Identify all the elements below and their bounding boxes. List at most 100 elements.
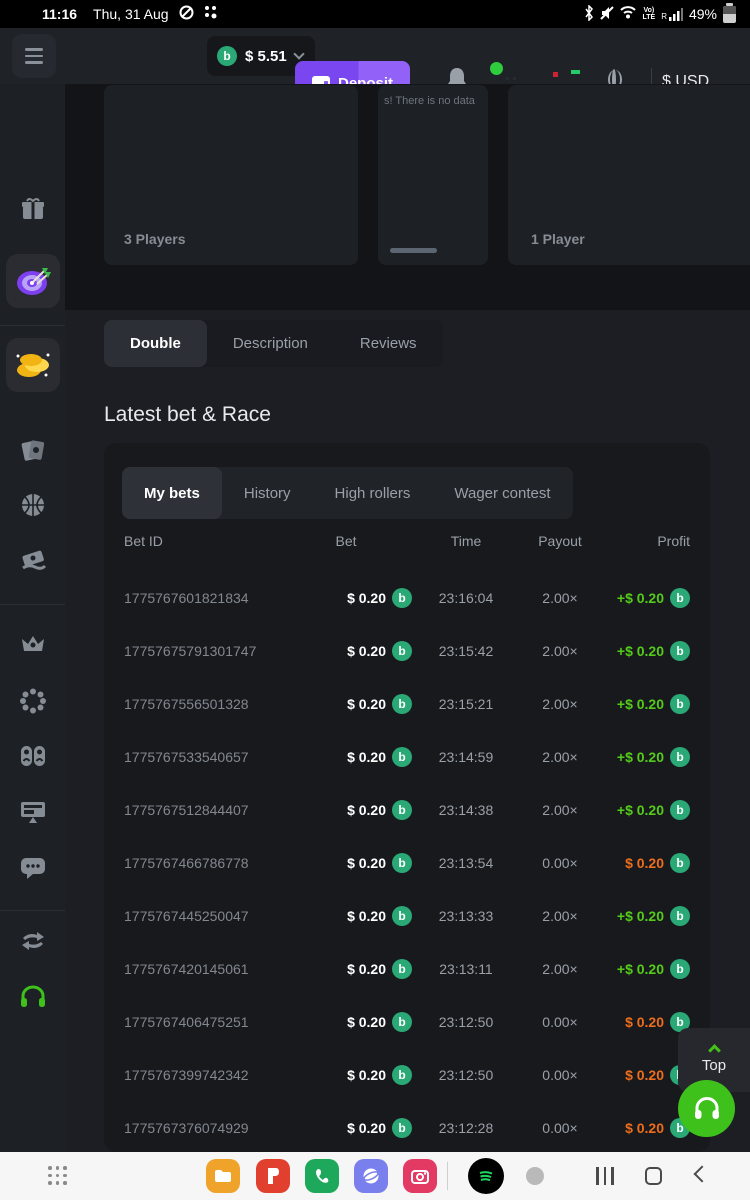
- game-card-middle[interactable]: s! There is no data: [378, 85, 488, 265]
- menu-button[interactable]: [12, 34, 56, 78]
- col-payout: Payout: [538, 533, 582, 549]
- tab-high-rollers[interactable]: High rollers: [334, 484, 411, 502]
- sidebar-item-bonus[interactable]: [0, 688, 65, 714]
- status-bar: 11:16 Thu, 31 Aug Vo) LTE R 49%: [0, 0, 750, 28]
- status-time: 11:16: [42, 6, 78, 22]
- app-misc-icon[interactable]: [526, 1167, 544, 1185]
- bet-time: 23:12:50: [438, 1013, 494, 1030]
- table-row[interactable]: 1775767399742342 $ 0.20 b 23:12:50 0.00× $ 0.…: [104, 1048, 710, 1101]
- coin-icon: b: [392, 905, 412, 926]
- scrollbar-thumb[interactable]: [390, 248, 437, 253]
- app-drawer-button[interactable]: [48, 1166, 68, 1186]
- col-bet: Bet: [335, 533, 357, 549]
- bet-amount: $ 0.20: [347, 1066, 386, 1083]
- coin-icon: b: [670, 640, 690, 661]
- table-row[interactable]: 17757675791301747 $ 0.20 b 23:15:42 2.00× +$ …: [104, 624, 710, 677]
- bet-profit-cell: +$ 0.20 b: [600, 958, 690, 979]
- coin-icon: b: [392, 958, 412, 979]
- table-row[interactable]: 1775767601821834 $ 0.20 b 23:16:04 2.00× +$ 0…: [104, 571, 710, 624]
- nav-back-button[interactable]: [693, 1165, 711, 1183]
- app-header: b $ 5.51 Deposit $ USD: [0, 28, 750, 105]
- sidebar-item-support[interactable]: [0, 984, 65, 1010]
- bet-time: 23:14:59: [438, 748, 494, 765]
- sidebar-item-lottery[interactable]: [0, 548, 65, 574]
- app-spotify-icon[interactable]: [468, 1158, 504, 1194]
- sidebar-item-casino[interactable]: [0, 436, 65, 464]
- coin-icon: b: [392, 799, 412, 820]
- table-row[interactable]: 1775767420145061 $ 0.20 b 23:13:11 2.00× +$ 0…: [104, 942, 710, 995]
- tab-wager-contest[interactable]: Wager contest: [454, 484, 551, 502]
- bet-amount: $ 0.20: [347, 1119, 386, 1136]
- sidebar-item-coins[interactable]: [0, 338, 65, 392]
- table-row[interactable]: 1775767533540657 $ 0.20 b 23:14:59 2.00× +$ 0…: [104, 730, 710, 783]
- sidebar-divider: [0, 910, 65, 911]
- coin-icon: b: [217, 46, 237, 66]
- app-internet-icon[interactable]: [354, 1159, 388, 1193]
- bet-payout: 0.00×: [542, 1119, 578, 1136]
- gift-icon: [21, 198, 44, 219]
- bet-id: 1775767406475251: [124, 1013, 249, 1030]
- sidebar-item-affiliate[interactable]: [0, 744, 65, 768]
- sidebar-item-lottery-target[interactable]: [0, 254, 65, 308]
- sidebar-item-swap[interactable]: [0, 930, 65, 952]
- bet-time: 23:15:21: [438, 695, 494, 712]
- app-phone-icon[interactable]: [305, 1159, 339, 1193]
- chat-bubble-icon: [20, 858, 45, 879]
- sidebar-item-forum[interactable]: [0, 856, 65, 880]
- game-card-left[interactable]: 3 Players: [104, 85, 358, 265]
- table-row[interactable]: 1775767445250047 $ 0.20 b 23:13:33 2.00× +$ 0…: [104, 889, 710, 942]
- bet-id: 1775767512844407: [124, 801, 249, 818]
- nav-home-button[interactable]: [645, 1167, 662, 1185]
- table-row[interactable]: 1775767376074929 $ 0.20 b 23:12:28 0.00× $ 0.…: [104, 1101, 710, 1152]
- bet-time: 23:13:54: [438, 854, 494, 871]
- bet-profit: $ 0.20: [625, 1119, 664, 1136]
- bet-payout: 0.00×: [542, 854, 578, 871]
- sidebar-item-gift[interactable]: [0, 196, 65, 222]
- tab-history[interactable]: History: [243, 484, 291, 502]
- coin-icon: b: [392, 852, 412, 873]
- app-red-icon[interactable]: [256, 1159, 290, 1193]
- bet-payout: 2.00×: [542, 801, 578, 818]
- basketball-icon: [21, 494, 44, 516]
- bet-id: 1775767601821834: [124, 589, 249, 606]
- sidebar-item-provider[interactable]: [0, 800, 65, 824]
- mute-icon: [600, 5, 615, 23]
- game-results-strip: 3 Players s! There is no data 1 Player: [65, 84, 750, 310]
- bet-id: 1775767376074929: [124, 1119, 249, 1136]
- app-camera-icon[interactable]: [403, 1159, 437, 1193]
- sidebar-item-vip-club[interactable]: [0, 632, 65, 656]
- bet-time: 23:15:42: [438, 642, 494, 659]
- bet-amount-cell: $ 0.20 b: [294, 1117, 412, 1138]
- status-date: Thu, 31 Aug: [93, 6, 169, 22]
- tab-description[interactable]: Description: [232, 335, 308, 352]
- volte-icon: Vo) LTE: [642, 7, 656, 21]
- tab-my-bets[interactable]: My bets: [122, 467, 222, 519]
- nav-recents-button[interactable]: [596, 1167, 614, 1185]
- table-header: Bet ID Bet Time Payout Profit: [104, 533, 710, 549]
- bet-profit: $ 0.20: [625, 1066, 664, 1083]
- chevron-up-icon: [707, 1044, 721, 1057]
- tab-double[interactable]: Double: [104, 320, 207, 367]
- bet-profit: $ 0.20: [625, 1013, 664, 1030]
- coin-icon: b: [392, 587, 412, 608]
- bluetooth-icon: [584, 3, 594, 24]
- bet-amount-cell: $ 0.20 b: [294, 852, 412, 873]
- app-files-icon[interactable]: [206, 1159, 240, 1193]
- table-row[interactable]: 1775767466786778 $ 0.20 b 23:13:54 0.00× $ 0.…: [104, 836, 710, 889]
- game-card-right[interactable]: 1 Player: [508, 85, 750, 265]
- crown-icon: [21, 636, 44, 651]
- table-row[interactable]: 1775767406475251 $ 0.20 b 23:12:50 0.00× $ 0.…: [104, 995, 710, 1048]
- table-row[interactable]: 1775767556501328 $ 0.20 b 23:15:21 2.00× +$ 0…: [104, 677, 710, 730]
- bet-profit-cell: +$ 0.20 b: [600, 693, 690, 714]
- col-time: Time: [450, 533, 482, 549]
- bet-profit-cell: +$ 0.20 b: [600, 640, 690, 661]
- bet-payout: 2.00×: [542, 695, 578, 712]
- tab-reviews[interactable]: Reviews: [359, 335, 417, 352]
- support-fab[interactable]: [678, 1080, 735, 1137]
- table-row[interactable]: 1775767512844407 $ 0.20 b 23:14:38 2.00× +$ 0…: [104, 783, 710, 836]
- taskbar-divider: [447, 1162, 448, 1190]
- balance-amount: $ 5.51: [245, 47, 287, 65]
- affiliate-icon: [20, 746, 45, 766]
- sidebar-item-sports[interactable]: [0, 492, 65, 518]
- bet-profit-cell: +$ 0.20 b: [600, 587, 690, 608]
